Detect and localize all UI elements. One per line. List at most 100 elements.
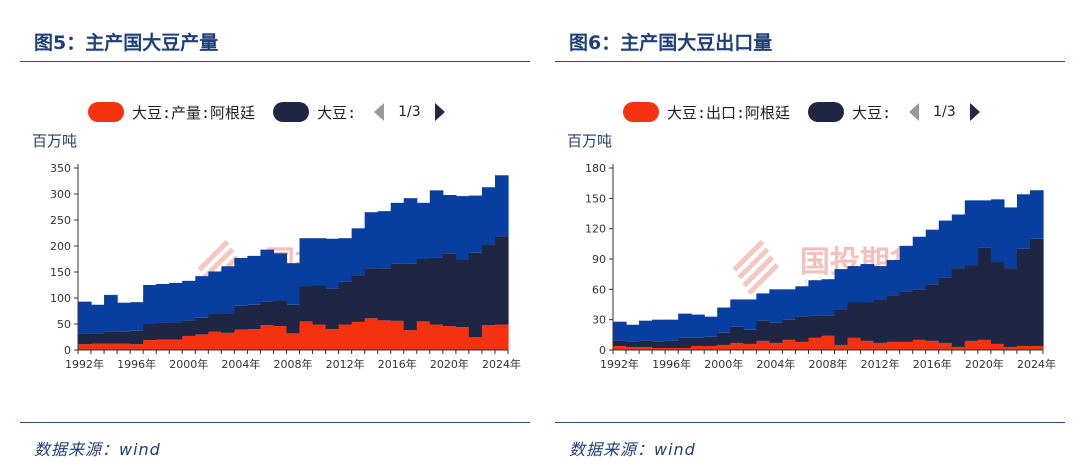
- bar-blue-2002: [743, 299, 757, 330]
- bar-red-2002: [743, 343, 757, 350]
- bar-navy-1997: [678, 337, 692, 348]
- bar-navy-1995: [652, 341, 666, 348]
- y-tick-label: 150: [585, 192, 606, 205]
- bar-red-2020: [442, 326, 457, 350]
- bar-navy-2013: [886, 295, 901, 342]
- bar-navy-2012: [338, 281, 353, 325]
- bar-red-1993: [91, 343, 105, 350]
- legend-item-argentina[interactable]: 大豆:产量:阿根廷: [88, 102, 255, 123]
- legend-prev-page-icon[interactable]: [909, 103, 920, 121]
- watermark-logo-stripe: [747, 263, 780, 295]
- y-tick-label: 60: [592, 283, 606, 296]
- chart-title: 图5：主产国大豆产量: [34, 32, 219, 54]
- chart-panel-exports: 图6：主产国大豆出口量 大豆:出口:阿根廷 大豆: 1/3 百万吨 国投期货SD…: [555, 0, 1075, 468]
- bar-blue-2019: [964, 200, 979, 266]
- source-note: 数据来源：wind: [569, 440, 696, 459]
- legend-prev-page-icon[interactable]: [374, 103, 385, 121]
- legend-label: 大豆:出口:阿根廷: [667, 103, 791, 122]
- x-tick-label: 2004年: [756, 357, 795, 371]
- y-tick-label: 30: [592, 314, 606, 327]
- bar-red-2014: [899, 341, 914, 350]
- legend-item-soy[interactable]: 大豆:: [273, 102, 356, 123]
- chart-panel-production: 图5：主产国大豆产量 大豆:产量:阿根廷 大豆: 1/3 百万吨 国投期货SDI…: [20, 0, 540, 468]
- legend-label: 大豆:: [852, 103, 892, 122]
- bar-navy-2023: [1016, 248, 1031, 346]
- legend-next-page-icon[interactable]: [969, 103, 980, 121]
- bar-navy-1994: [639, 340, 653, 347]
- bar-red-2004: [234, 329, 248, 350]
- bar-red-2016: [925, 340, 940, 350]
- bar-blue-2017: [938, 220, 953, 278]
- bar-red-2009: [834, 344, 849, 350]
- x-axis: 1992年 1996年 2000年 2004年 2008年 2012年 2016年 2020年…: [65, 349, 521, 371]
- bar-red-2017: [938, 342, 953, 350]
- bar-red-2000: [182, 335, 196, 350]
- bar-blue-2007: [808, 280, 823, 316]
- bar-blue-2004: [234, 257, 248, 306]
- bar-red-1994: [639, 346, 653, 350]
- bar-red-2022: [1003, 346, 1018, 350]
- y-tick-label: 100: [50, 292, 71, 305]
- source-note: 数据来源：wind: [34, 440, 161, 459]
- bar-red-2008: [821, 335, 836, 350]
- bar-blue-2000: [717, 307, 731, 333]
- bar-navy-2001: [730, 326, 744, 343]
- bar-red-1999: [704, 345, 718, 350]
- bar-navy-2003: [756, 320, 770, 341]
- bar-blue-2017: [403, 198, 418, 264]
- bar-red-1999: [169, 339, 183, 350]
- bar-blue-2007: [273, 253, 288, 301]
- bar-red-1995: [652, 347, 666, 350]
- bar-navy-2017: [938, 277, 953, 343]
- bar-navy-2016: [390, 263, 405, 321]
- x-tick-label: 1996年: [117, 357, 156, 371]
- bar-navy-2000: [182, 320, 196, 336]
- bar-navy-2005: [247, 304, 262, 330]
- bar-blue-2006: [260, 249, 275, 302]
- x-tick-label: 2024年: [482, 357, 521, 371]
- bar-blue-2014: [899, 245, 914, 292]
- bar-blue-2023: [481, 187, 496, 245]
- bar-blue-2018: [416, 202, 431, 259]
- legend-next-page-icon[interactable]: [434, 103, 445, 121]
- bar-red-2011: [860, 340, 875, 350]
- bar-navy-1995: [117, 331, 131, 344]
- bar-red-1996: [130, 344, 144, 350]
- x-tick-label: 1996年: [652, 357, 691, 371]
- bar-blue-1992: [613, 321, 627, 341]
- bar-navy-2009: [834, 309, 849, 345]
- watermark-logo-stripe: [202, 247, 235, 280]
- x-tick-label: 2000年: [704, 357, 743, 371]
- bar-blue-2020: [977, 200, 992, 248]
- x-tick-label: 2020年: [430, 357, 469, 371]
- bar-navy-2005: [782, 319, 797, 340]
- bar-blue-1993: [91, 304, 105, 334]
- bar-blue-1996: [130, 302, 144, 331]
- bar-blue-2018: [951, 214, 966, 269]
- bar-navy-2009: [299, 286, 314, 322]
- bar-navy-2002: [208, 313, 222, 332]
- bar-red-2014: [364, 318, 379, 350]
- y-tick-label: 0: [599, 344, 606, 357]
- bar-blue-2003: [756, 293, 770, 321]
- bar-red-1995: [117, 343, 131, 350]
- bar-blue-2016: [925, 229, 940, 285]
- bar-blue-1997: [143, 285, 157, 324]
- bar-navy-1994: [104, 331, 118, 344]
- legend-swatch-red: [88, 102, 124, 122]
- bar-navy-2007: [808, 315, 823, 338]
- bar-navy-2022: [468, 252, 483, 337]
- y-tick-label: 350: [50, 162, 71, 175]
- legend-item-soy[interactable]: 大豆:: [808, 102, 891, 123]
- bar-red-2003: [221, 332, 235, 350]
- x-tick-label: 2012年: [326, 357, 365, 371]
- x-tick-label: 2016年: [913, 357, 952, 371]
- bar-navy-2006: [795, 316, 810, 342]
- bar-blue-2005: [247, 255, 262, 305]
- bar-blue-2003: [221, 266, 235, 314]
- legend-item-argentina[interactable]: 大豆:出口:阿根廷: [623, 102, 790, 123]
- bars: [613, 190, 1044, 350]
- bar-red-2003: [756, 340, 770, 350]
- bar-navy-2018: [416, 259, 431, 322]
- bar-red-2020: [977, 339, 992, 350]
